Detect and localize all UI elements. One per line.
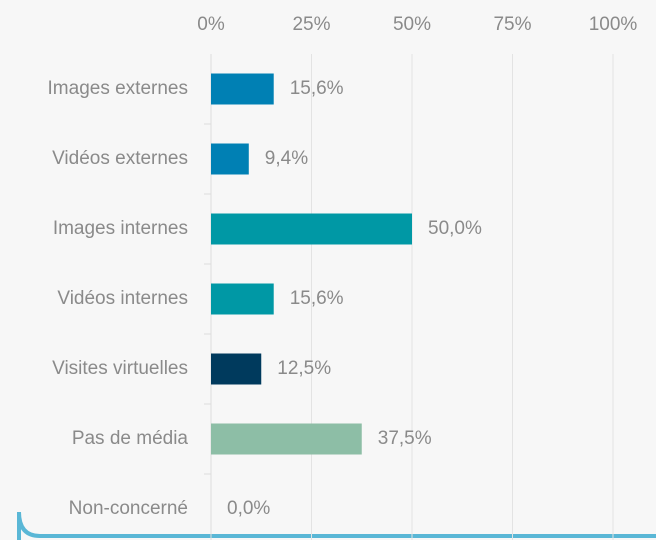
y-tick-label: Non-concerné bbox=[69, 498, 188, 519]
value-label: 15,6% bbox=[290, 78, 344, 99]
bar bbox=[211, 213, 412, 245]
y-tick-label: Vidéos internes bbox=[57, 288, 188, 309]
value-label: 0,0% bbox=[227, 498, 270, 519]
value-label: 12,5% bbox=[277, 358, 331, 379]
x-tick-label: 100% bbox=[589, 14, 638, 35]
y-tick-label: Images internes bbox=[53, 218, 188, 239]
bar bbox=[211, 73, 274, 105]
y-tick-label: Visites virtuelles bbox=[52, 358, 188, 379]
bar bbox=[211, 423, 362, 455]
value-label: 50,0% bbox=[428, 218, 482, 239]
bar bbox=[211, 353, 262, 385]
x-tick-label: 0% bbox=[197, 14, 225, 35]
bar bbox=[211, 143, 249, 175]
x-tick-label: 75% bbox=[493, 14, 531, 35]
value-label: 9,4% bbox=[265, 148, 308, 169]
value-label: 37,5% bbox=[378, 428, 432, 449]
x-tick-label: 25% bbox=[292, 14, 330, 35]
y-tick-label: Vidéos externes bbox=[52, 148, 188, 169]
y-tick-label: Images externes bbox=[48, 78, 188, 99]
y-tick-label: Pas de média bbox=[72, 428, 189, 449]
x-tick-label: 50% bbox=[393, 14, 431, 35]
decorative-border bbox=[17, 511, 656, 540]
value-label: 15,6% bbox=[290, 288, 344, 309]
bar bbox=[211, 283, 274, 315]
